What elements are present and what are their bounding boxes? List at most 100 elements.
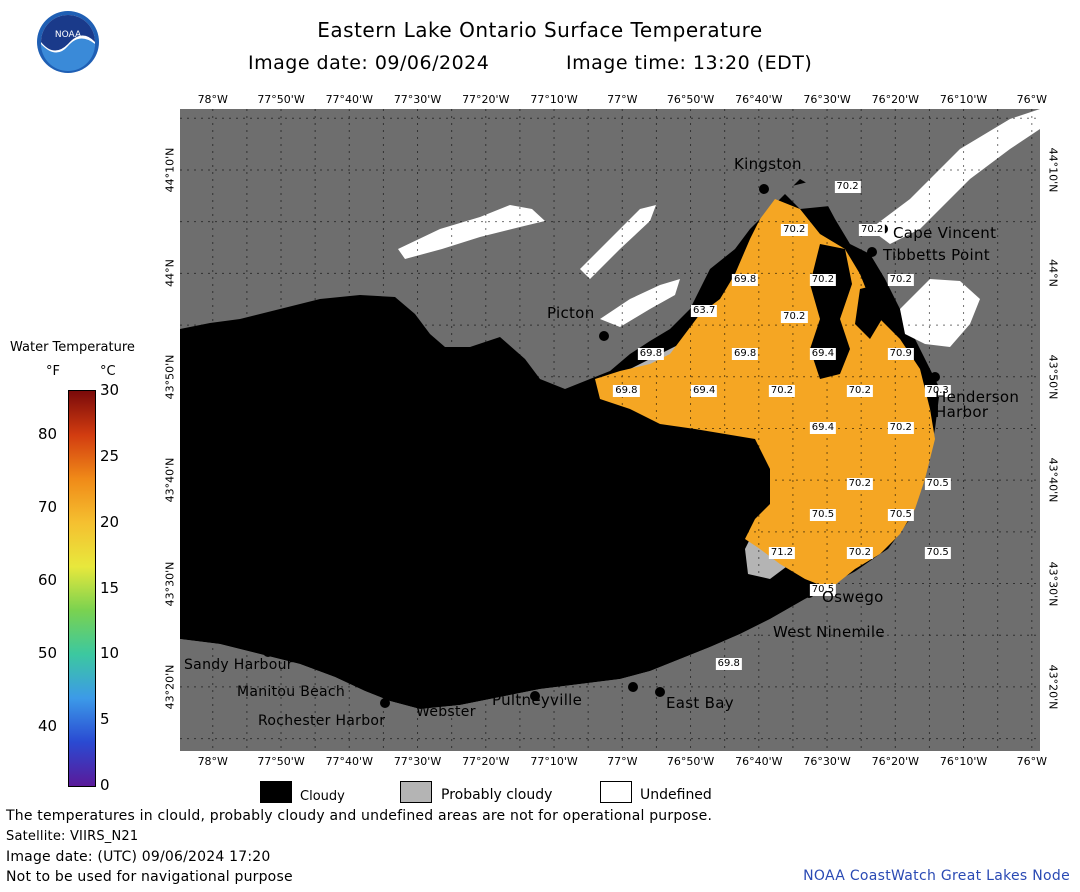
place-kingston: Kingston xyxy=(734,155,802,173)
temperature-value-label: 70.5 xyxy=(809,509,837,522)
water-temperature-region xyxy=(595,199,935,589)
lat-label-left: 43°30'N xyxy=(163,561,177,606)
lat-label-right: 43°30'N xyxy=(1046,561,1060,606)
place-webster: Webster xyxy=(416,704,476,720)
lon-label-bottom: 76°40'W xyxy=(735,755,783,768)
legend-probably-cloudy-swatch xyxy=(400,781,432,803)
lon-label-top: 77°30'W xyxy=(393,93,442,106)
cloud-patch-east xyxy=(855,284,885,339)
lon-label-top: 76°50'W xyxy=(666,93,715,106)
colorbar-tick-fahrenheit: 50 xyxy=(38,644,58,663)
undefined-area-quinte-2 xyxy=(580,205,656,279)
lon-label-top: 77°40'W xyxy=(325,93,373,106)
place-picton: Picton xyxy=(547,304,595,322)
temperature-value-label: 63.7 xyxy=(691,304,718,317)
city-marker xyxy=(759,184,769,194)
temperature-value-label: 69.8 xyxy=(732,348,759,360)
temperature-value-label: 70.2 xyxy=(834,180,861,193)
city-marker xyxy=(867,247,877,257)
lon-label-bottom: 76°20'W xyxy=(871,755,919,768)
svg-text:NOAA: NOAA xyxy=(55,30,82,40)
colorbar-tick-celsius: 0 xyxy=(100,776,110,794)
temperature-value-label: 70.3 xyxy=(924,385,951,398)
colorbar-tick-celsius: 20 xyxy=(100,512,120,531)
lat-label-left: 43°50'N xyxy=(163,354,177,400)
place-east-bay: East Bay xyxy=(666,694,734,712)
place-tibbetts-point: Tibbetts Point xyxy=(883,246,990,264)
lat-label-left: 44°N xyxy=(163,259,177,288)
lon-label-top: 78°W xyxy=(197,93,228,106)
colorbar-tick-fahrenheit: 40 xyxy=(38,717,58,736)
temperature-value-label: 70.2 xyxy=(846,385,873,398)
temperature-value-label: 69.8 xyxy=(732,273,759,286)
noaa-logo-icon: NOAA xyxy=(37,11,99,73)
lon-label-bottom: 76°10'W xyxy=(939,755,988,768)
place-oswego: Oswego xyxy=(822,588,884,606)
colorbar-tick-celsius: 5 xyxy=(100,710,110,729)
temperature-value-label: 70.2 xyxy=(887,273,914,286)
colorbar-tick-fahrenheit: 70 xyxy=(38,498,58,517)
temperature-value-label: 70.2 xyxy=(809,273,837,286)
place-west-ninemile: West Ninemile xyxy=(773,623,885,641)
lon-label-bottom: 77°10'W xyxy=(530,755,578,768)
temperature-value-label: 69.4 xyxy=(809,422,837,435)
lon-label-top: 76°20'W xyxy=(871,93,919,106)
city-marker xyxy=(380,698,390,708)
footer-satellite: Satellite: VIIRS_N21 xyxy=(6,829,139,844)
city-marker xyxy=(930,372,940,382)
lat-label-left: 43°20'N xyxy=(163,664,177,710)
place-rochester-harbor: Rochester Harbor xyxy=(258,713,386,729)
city-marker xyxy=(599,331,609,341)
city-marker xyxy=(263,647,273,657)
city-marker xyxy=(530,691,540,701)
lon-label-top: 77°W xyxy=(607,93,638,106)
temperature-value-label: 71.2 xyxy=(768,546,796,559)
temperature-value-label: 70.2 xyxy=(846,546,873,559)
lon-label-top: 77°20'W xyxy=(462,93,510,106)
south-shore-land xyxy=(180,529,1040,751)
place-henderson-harbor-line2: Harbor xyxy=(935,403,989,421)
temperature-value-label: 70.5 xyxy=(887,509,914,522)
legend-undefined-label: Undefined xyxy=(640,787,712,803)
temperature-value-label: 70.5 xyxy=(924,478,951,491)
colorbar-tick-fahrenheit: 80 xyxy=(38,424,58,443)
place-henderson-harbor-line1: Henderson xyxy=(935,388,1020,406)
footer-disclaimer: The temperatures in clould, probably clo… xyxy=(6,808,713,824)
lat-label-right: 43°40'N xyxy=(1046,457,1060,503)
place-manitou-beach: Manitou Beach xyxy=(237,684,346,700)
undefined-area-henderson xyxy=(900,279,980,347)
footer-nav-warning: Not to be used for navigational purpose xyxy=(6,869,293,885)
lat-label-right: 44°N xyxy=(1046,259,1060,288)
colorbar-tick-celsius: 10 xyxy=(100,644,120,663)
temperature-value-label: 69.4 xyxy=(691,385,718,398)
lon-label-top: 76°10'W xyxy=(939,93,988,106)
temperature-value-label: 70.2 xyxy=(768,385,796,398)
lon-label-bottom: 76°50'W xyxy=(666,755,715,768)
lon-label-top: 77°50'W xyxy=(257,93,305,106)
legend-probably-cloudy-label: Probably cloudy xyxy=(441,787,553,803)
map-title: Eastern Lake Ontario Surface Temperature xyxy=(317,18,763,42)
lon-label-bottom: 77°40'W xyxy=(325,755,373,768)
lon-label-bottom: 78°W xyxy=(197,755,228,768)
lon-label-bottom: 77°20'W xyxy=(462,755,510,768)
noaa-logo: NOAA xyxy=(36,10,100,74)
legend-cloudy-label: Cloudy xyxy=(300,789,345,804)
colorbar-tick-fahrenheit: 60 xyxy=(38,571,58,590)
lon-label-top: 76°40'W xyxy=(735,93,783,106)
temperature-value-label: 69.4 xyxy=(809,348,837,360)
city-marker xyxy=(628,682,638,692)
colorbar-unit-f: °F xyxy=(46,364,60,379)
undefined-area-quinte xyxy=(398,205,545,259)
undefined-area-st-lawrence xyxy=(870,109,1040,244)
footer-credit: NOAA CoastWatch Great Lakes Node xyxy=(803,868,1070,884)
undefined-area-picton xyxy=(600,279,680,327)
lon-label-bottom: 77°30'W xyxy=(393,755,442,768)
lon-label-bottom: 76°30'W xyxy=(803,755,851,768)
lon-label-bottom: 76°W xyxy=(1016,755,1047,768)
temperature-value-label: 70.5 xyxy=(924,546,951,559)
temperature-value-label: 70.2 xyxy=(858,223,886,236)
lon-label-top: 76°30'W xyxy=(803,93,851,106)
lat-label-right: 43°50'N xyxy=(1046,354,1060,400)
lat-label-left: 44°10'N xyxy=(163,147,177,193)
lon-label-bottom: 77°W xyxy=(607,755,638,768)
